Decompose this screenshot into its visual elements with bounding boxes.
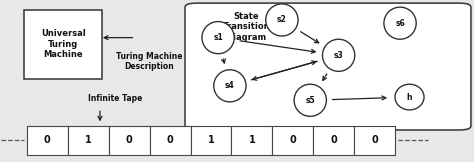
Text: s3: s3 [334, 51, 344, 60]
Bar [231, 126, 273, 155]
Text: 1: 1 [248, 135, 255, 145]
Text: s4: s4 [225, 81, 235, 90]
Text: 0: 0 [290, 135, 296, 145]
Text: 0: 0 [44, 135, 51, 145]
Text: s2: s2 [277, 15, 287, 24]
Bar [191, 126, 231, 155]
Text: 0: 0 [330, 135, 337, 145]
Bar [150, 126, 191, 155]
Bar [273, 126, 313, 155]
Text: 1: 1 [208, 135, 214, 145]
Ellipse shape [322, 39, 355, 71]
Text: State
Transition
Diagram: State Transition Diagram [223, 12, 270, 42]
Text: s5: s5 [305, 96, 315, 105]
FancyBboxPatch shape [24, 10, 102, 79]
Ellipse shape [202, 22, 234, 54]
Text: s1: s1 [213, 33, 223, 42]
Ellipse shape [266, 4, 298, 36]
Text: s6: s6 [395, 19, 405, 28]
Ellipse shape [294, 84, 327, 116]
Bar [109, 126, 150, 155]
Bar [68, 126, 109, 155]
Text: 0: 0 [167, 135, 173, 145]
FancyBboxPatch shape [185, 3, 471, 130]
Ellipse shape [395, 84, 424, 110]
Text: Universal
Turing
Machine: Universal Turing Machine [41, 29, 86, 59]
Text: 0: 0 [126, 135, 132, 145]
Text: h: h [407, 93, 412, 102]
Text: Infinite Tape: Infinite Tape [88, 94, 143, 103]
Bar [313, 126, 355, 155]
Bar [27, 126, 68, 155]
Bar [355, 126, 395, 155]
Ellipse shape [384, 7, 416, 39]
Text: 0: 0 [372, 135, 378, 145]
Ellipse shape [214, 70, 246, 102]
Text: Turing Machine
Description: Turing Machine Description [116, 52, 183, 71]
Text: 1: 1 [85, 135, 91, 145]
